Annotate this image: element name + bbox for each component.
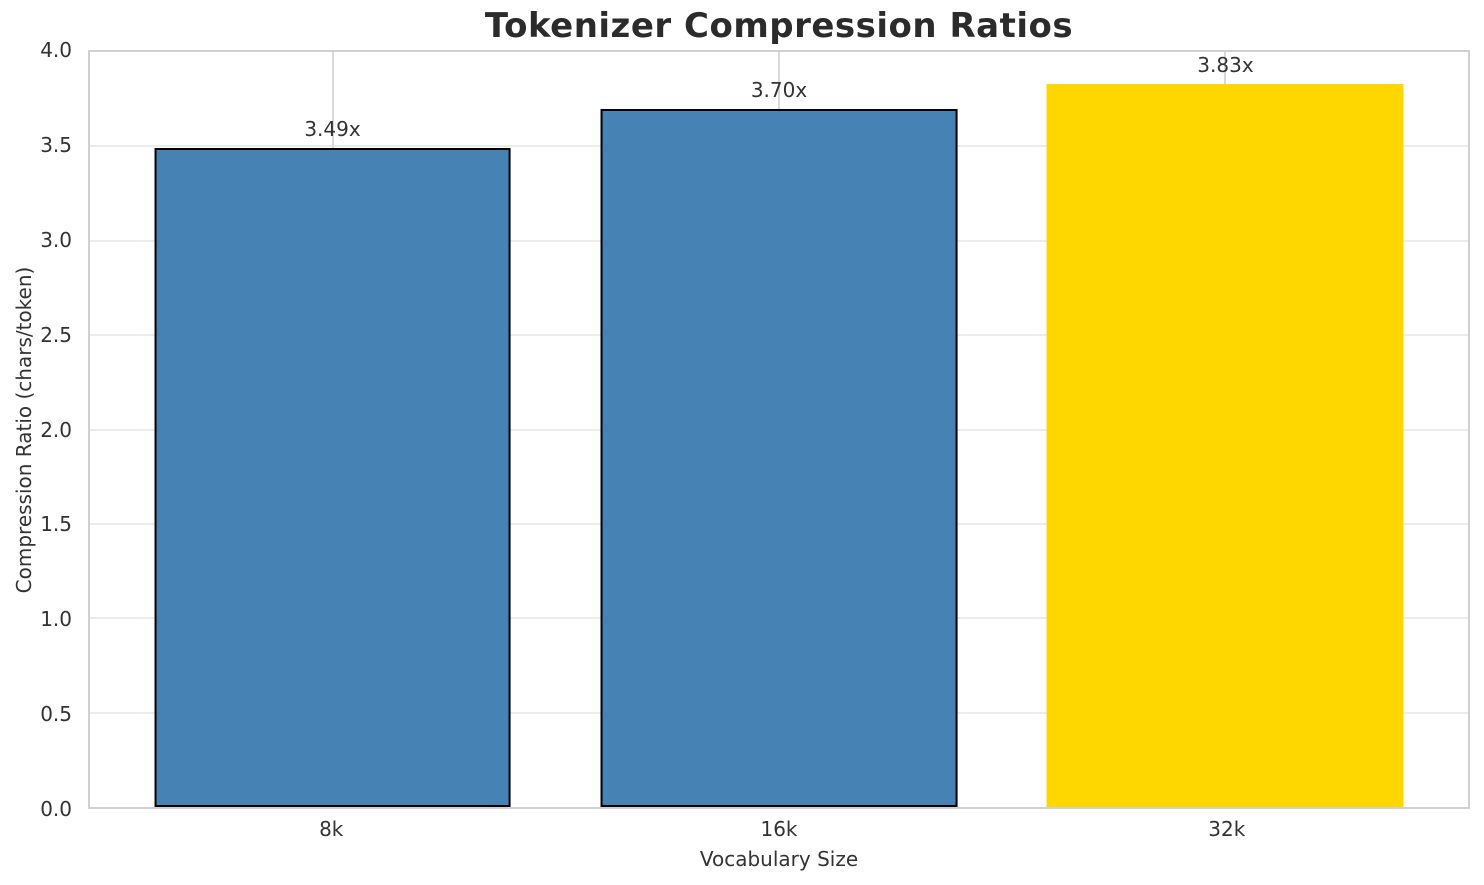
x-axis-label: Vocabulary Size xyxy=(699,847,859,871)
y-tick-label: 1.0 xyxy=(40,607,72,632)
x-tick-label: 16k xyxy=(760,817,798,841)
y-tick-label: 1.5 xyxy=(40,512,72,537)
chart-title: Tokenizer Compression Ratios xyxy=(484,6,1074,46)
x-tick-label: 32k xyxy=(1208,817,1246,841)
y-tick-label: 4.0 xyxy=(40,38,72,62)
y-tick-label: 3.5 xyxy=(40,132,72,157)
bar-value-label: 3.49x xyxy=(304,117,361,142)
bar-value-label: 3.70x xyxy=(750,77,808,102)
y-tick-label: 2.5 xyxy=(40,322,72,347)
bar-8k xyxy=(154,148,511,807)
y-tick-label: 3.0 xyxy=(40,227,72,252)
x-tick-label: 8k xyxy=(319,817,344,841)
bar-value-label: 3.83x xyxy=(1197,53,1254,78)
y-tick-label: 0.5 xyxy=(40,702,72,727)
y-tick-label: 2.0 xyxy=(40,417,72,442)
x-axis-ticks: 8k 16k 32k xyxy=(88,811,1470,841)
y-tick-label: 0.0 xyxy=(40,797,72,821)
bar-32k xyxy=(1047,84,1404,807)
bar-16k xyxy=(600,108,958,807)
y-axis-ticks: 0.0 0.5 1.0 1.5 2.0 2.5 3.0 3.5 4.0 xyxy=(0,38,80,821)
plot-area: 3.49x 3.70x 3.83x xyxy=(88,50,1470,809)
